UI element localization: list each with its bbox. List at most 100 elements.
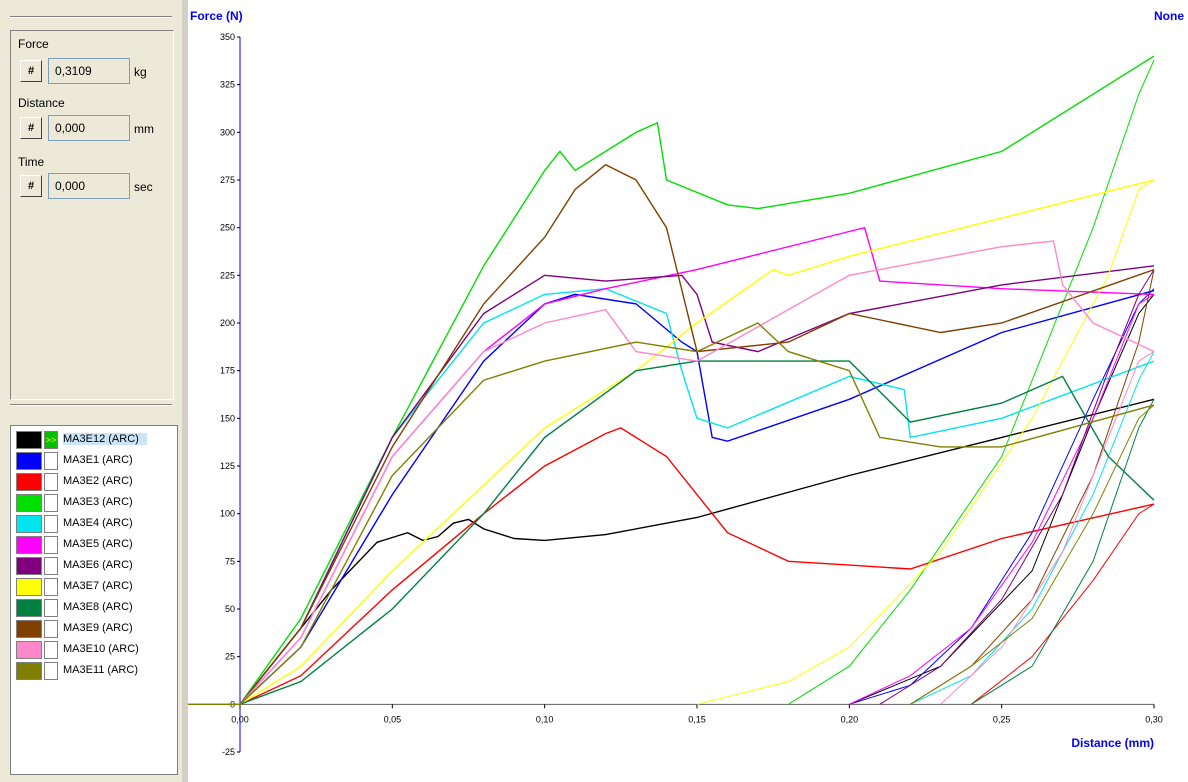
legend-color-swatch[interactable] <box>16 578 42 596</box>
legend-list[interactable]: >> MA3E12 (ARC) MA3E1 (ARC) MA3E2 (ARC) MA3E… <box>10 425 178 775</box>
series-line-11 <box>188 240 1155 705</box>
legend-color-swatch[interactable] <box>16 662 42 680</box>
time-label: Time <box>18 155 45 169</box>
legend-color-swatch[interactable] <box>16 473 42 491</box>
series-line-2 <box>188 289 1155 705</box>
y-tick-label: 75 <box>225 556 235 566</box>
series-line-5 <box>188 287 1155 705</box>
panel-separator <box>10 404 172 406</box>
force-value-field: 0,3109 <box>48 58 130 84</box>
series-return-line-3 <box>970 503 1155 705</box>
legend-active-marker[interactable] <box>44 620 58 638</box>
legend-color-swatch[interactable] <box>16 641 42 659</box>
legend-color-swatch[interactable] <box>16 431 42 449</box>
legend-active-marker[interactable] <box>44 452 58 470</box>
legend-active-marker[interactable] <box>44 599 58 617</box>
series-line-10 <box>188 163 1155 705</box>
top-right-label: None <box>1154 9 1184 23</box>
x-tick-label: 0,30 <box>1145 714 1163 724</box>
y-tick-label: 25 <box>225 652 235 662</box>
legend-color-swatch[interactable] <box>16 599 42 617</box>
series-return-line-12 <box>910 404 1155 705</box>
legend-item[interactable]: MA3E10 (ARC) <box>13 640 175 660</box>
legend-item[interactable]: MA3E7 (ARC) <box>13 577 175 597</box>
legend-item[interactable]: MA3E5 (ARC) <box>13 535 175 555</box>
series-return-line-8 <box>696 179 1155 705</box>
legend-color-swatch[interactable] <box>16 557 42 575</box>
legend-active-marker[interactable] <box>44 536 58 554</box>
y-tick-label: 100 <box>220 509 235 519</box>
legend-active-marker[interactable] <box>44 578 58 596</box>
legend-item[interactable]: MA3E9 (ARC) <box>13 619 175 639</box>
legend-item[interactable]: MA3E4 (ARC) <box>13 514 175 534</box>
time-hash-button[interactable]: # <box>20 175 42 197</box>
x-tick-label: 0,20 <box>841 714 859 724</box>
series-return-line-6 <box>849 293 1155 705</box>
legend-color-swatch[interactable] <box>16 536 42 554</box>
force-distance-chart[interactable]: -250255075100125150175200225250275300325… <box>188 0 1188 782</box>
legend-item[interactable]: MA3E11 (ARC) <box>13 661 175 681</box>
legend-active-marker[interactable] <box>44 557 58 575</box>
series-return-line-11 <box>940 351 1155 705</box>
legend-color-swatch[interactable] <box>16 515 42 533</box>
legend-label: MA3E4 (ARC) <box>63 517 133 529</box>
y-tick-label: 325 <box>220 80 235 90</box>
legend-item[interactable]: MA3E1 (ARC) <box>13 451 175 471</box>
time-unit: sec <box>134 180 153 194</box>
y-tick-label: 300 <box>220 127 235 137</box>
y-tick-label: 200 <box>220 318 235 328</box>
legend-active-marker[interactable] <box>44 641 58 659</box>
series-line-4 <box>188 55 1155 705</box>
x-tick-label: 0,10 <box>536 714 554 724</box>
series-return-line-4 <box>788 59 1155 705</box>
y-tick-label: 225 <box>220 270 235 280</box>
legend-item[interactable]: >> MA3E12 (ARC) <box>13 430 175 450</box>
legend-label: MA3E6 (ARC) <box>63 559 133 571</box>
legend-active-marker[interactable] <box>44 473 58 491</box>
legend-active-marker[interactable] <box>44 494 58 512</box>
legend-color-swatch[interactable] <box>16 452 42 470</box>
left-panel: Force # 0,3109 kg Distance # 0,000 mm Ti… <box>0 0 182 782</box>
y-axis-title: Force (N) <box>190 9 243 23</box>
distance-hash-button[interactable]: # <box>20 117 42 139</box>
legend-label: MA3E3 (ARC) <box>63 496 133 508</box>
x-tick-label: 0,05 <box>384 714 402 724</box>
legend-color-swatch[interactable] <box>16 620 42 638</box>
x-tick-label: 0,00 <box>231 714 249 724</box>
series-line-12 <box>188 322 1155 705</box>
distance-label: Distance <box>18 96 65 110</box>
legend-label: MA3E2 (ARC) <box>63 475 133 487</box>
x-tick-label: 0,25 <box>993 714 1011 724</box>
y-tick-label: 50 <box>225 604 235 614</box>
series-line-9 <box>188 360 1155 705</box>
legend-item[interactable]: MA3E8 (ARC) <box>13 598 175 618</box>
panel-separator <box>10 16 172 18</box>
readout-group <box>10 30 174 400</box>
distance-unit: mm <box>134 122 154 136</box>
legend-label: MA3E11 (ARC) <box>63 664 138 676</box>
chart-area[interactable]: -25 0 25 50 75 100 125 150 175 200 225 250 275 300 325… <box>188 0 1188 782</box>
series-line-7 <box>188 265 1155 705</box>
legend-label: MA3E8 (ARC) <box>63 601 133 613</box>
legend-label: MA3E7 (ARC) <box>63 580 133 592</box>
legend-active-marker[interactable] <box>44 662 58 680</box>
y-tick-label: 350 <box>220 32 235 42</box>
legend-label: MA3E12 (ARC) <box>63 433 147 445</box>
legend-item[interactable]: MA3E2 (ARC) <box>13 472 175 492</box>
legend-item[interactable]: MA3E6 (ARC) <box>13 556 175 576</box>
y-tick-label: 250 <box>220 223 235 233</box>
legend-color-swatch[interactable] <box>16 494 42 512</box>
y-tick-label: -25 <box>222 747 235 757</box>
x-tick-label: 0,15 <box>688 714 706 724</box>
y-tick-label: 275 <box>220 175 235 185</box>
force-hash-button[interactable]: # <box>20 60 42 82</box>
y-tick-label: 175 <box>220 366 235 376</box>
legend-active-marker[interactable] <box>44 515 58 533</box>
distance-value-field: 0,000 <box>48 115 130 141</box>
legend-item[interactable]: MA3E3 (ARC) <box>13 493 175 513</box>
legend-label: MA3E5 (ARC) <box>63 538 133 550</box>
force-unit: kg <box>134 65 147 79</box>
y-tick-label: 150 <box>220 413 235 423</box>
series-return-line-9 <box>970 399 1155 705</box>
legend-active-marker[interactable]: >> <box>44 431 58 449</box>
